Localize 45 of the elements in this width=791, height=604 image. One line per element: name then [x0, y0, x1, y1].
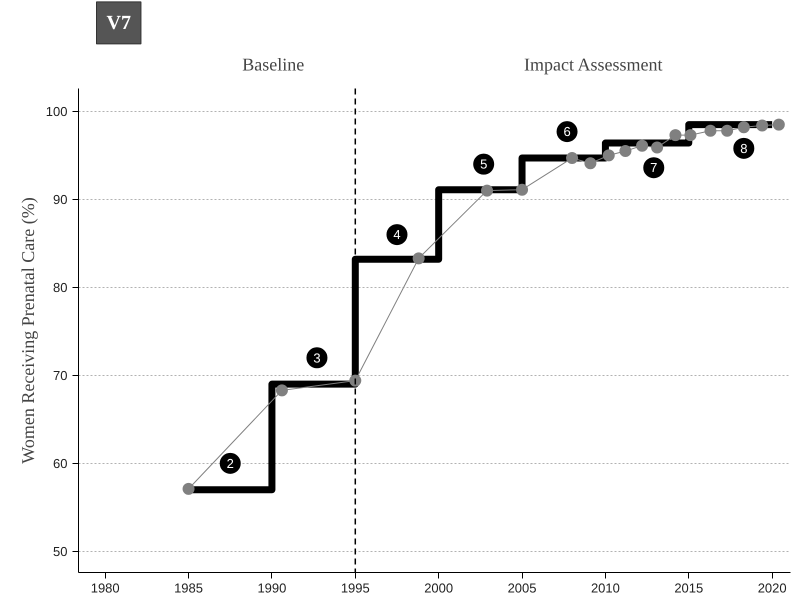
point [704, 124, 716, 137]
x-tick-label: 2010 [590, 580, 620, 596]
y-tick-label: 80 [53, 280, 68, 295]
y-tick-label: 100 [46, 104, 68, 119]
x-tick-label: 1980 [90, 580, 120, 596]
point [481, 184, 494, 197]
point [636, 140, 648, 152]
text: Baseline [242, 54, 304, 74]
annotation: 6 [563, 124, 571, 140]
y-axis-title: Women Receiving Prenatal Care (%) [18, 197, 38, 464]
annotation: 3 [313, 350, 321, 366]
y-tick-label: 60 [53, 456, 68, 471]
y-tick-label: 70 [53, 368, 68, 383]
point [182, 482, 195, 495]
x-tick-label: 2000 [424, 580, 454, 596]
point [669, 129, 682, 142]
point [619, 144, 632, 157]
annotation: 5 [480, 156, 488, 172]
x-tick-label: 2020 [758, 580, 787, 596]
annotation: 7 [650, 160, 658, 176]
point [721, 124, 734, 137]
y-tick-label: 50 [53, 544, 68, 559]
point [602, 149, 615, 162]
chart-title: V7 [106, 12, 131, 34]
annotation: 2 [226, 456, 234, 471]
point [651, 141, 664, 154]
point [584, 157, 596, 170]
point [738, 121, 750, 134]
y-tick-label: 90 [53, 192, 68, 207]
point [772, 118, 785, 131]
point [684, 129, 696, 142]
point [276, 384, 288, 396]
x-tick-label: 1985 [174, 580, 204, 596]
x-tick-label: 2005 [508, 580, 537, 596]
x-tick-label: 1995 [340, 580, 370, 596]
point [756, 119, 768, 132]
x-tick-label: 1990 [257, 580, 286, 596]
annotation: 8 [740, 140, 748, 156]
text: Impact Assessment [524, 54, 662, 74]
point [412, 252, 425, 264]
point [516, 184, 528, 196]
point [349, 374, 362, 387]
x-tick-label: 2015 [674, 580, 704, 596]
annotation: 4 [393, 227, 401, 242]
point [566, 152, 578, 164]
